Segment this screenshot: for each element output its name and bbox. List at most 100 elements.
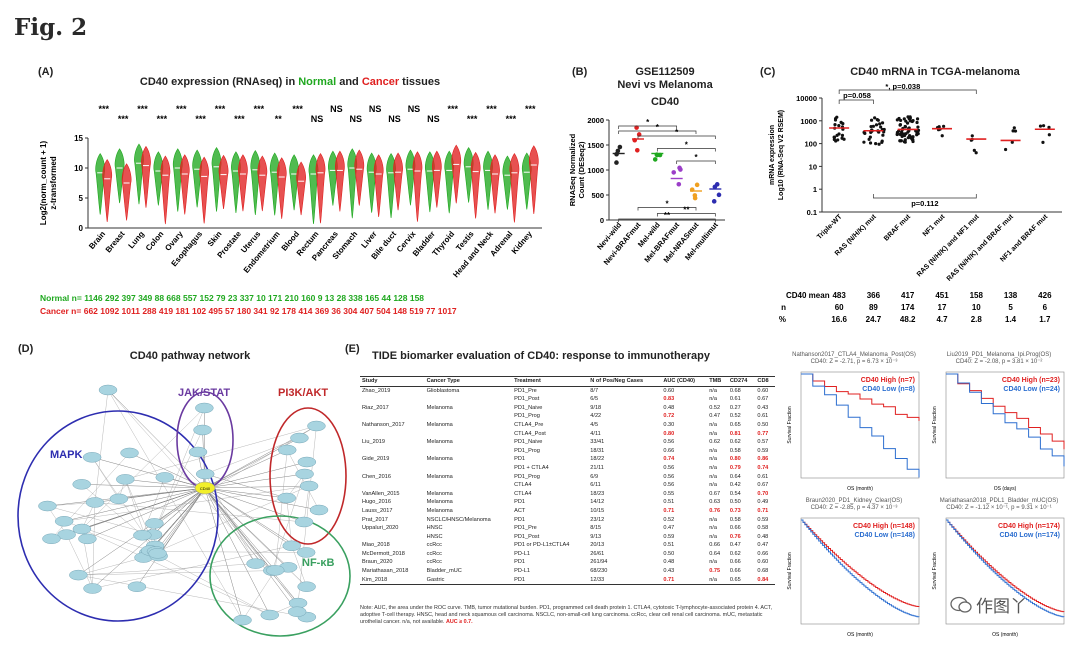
network-edge bbox=[204, 473, 305, 489]
significance-label: *** bbox=[195, 114, 206, 124]
tide-cell: Melanoma bbox=[426, 507, 453, 514]
network-node bbox=[109, 493, 129, 505]
y-tick-label-b: 1500 bbox=[587, 141, 604, 150]
tide-cell: 0.71 bbox=[757, 507, 769, 514]
tide-cell: Melanoma bbox=[426, 473, 453, 480]
network-edge bbox=[157, 487, 206, 554]
tide-cell: 0.66 bbox=[729, 559, 741, 566]
cancer-violin bbox=[373, 154, 384, 217]
network-edge bbox=[204, 487, 287, 499]
data-point-c bbox=[916, 132, 920, 136]
normal-violin bbox=[366, 152, 377, 213]
y-tick-label-c: 10 bbox=[809, 162, 817, 171]
summary-value-c: 5 bbox=[1008, 303, 1013, 312]
significance-bracket-b bbox=[618, 125, 678, 129]
network-edge bbox=[287, 449, 320, 511]
km-legend-high: CD40 High (n=148) bbox=[853, 523, 915, 530]
data-point-c bbox=[869, 124, 873, 129]
cd40-hub-label: CD40 bbox=[200, 486, 211, 491]
data-point-c bbox=[1041, 140, 1045, 145]
tide-row: CTLA4 6/11 0.56 n/a 0.42 0.67 bbox=[360, 481, 775, 490]
tide-cell: Hugo_2016 bbox=[362, 499, 391, 506]
tide-cell: 0.67 bbox=[757, 482, 769, 489]
network-node bbox=[309, 504, 329, 516]
network-node bbox=[83, 583, 102, 594]
significance-label: *** bbox=[118, 114, 129, 124]
tide-row: Hugo_2016 Melanoma PD1 14/12 0.51 0.63 0.50 0.4… bbox=[360, 498, 775, 507]
wechat-icon bbox=[950, 596, 972, 613]
data-point-c bbox=[1041, 124, 1046, 128]
tide-cell: PD1 bbox=[514, 559, 525, 566]
y-tick-label-a: 15 bbox=[74, 134, 83, 143]
tide-cell: 0.47 bbox=[709, 413, 721, 420]
tide-cell: Bladder_mUC bbox=[426, 568, 462, 575]
tide-cell: 26/61 bbox=[590, 550, 605, 557]
tide-cell: 0.81 bbox=[729, 430, 741, 437]
tide-cell: PD1 bbox=[512, 575, 589, 586]
network-edge bbox=[204, 487, 289, 568]
group-label-c: RAS (N/H/K) and BRAF mut bbox=[946, 213, 1016, 283]
tide-cell: PD1 bbox=[514, 516, 525, 523]
data-point-b bbox=[694, 182, 700, 188]
tide-cell: 0.59 bbox=[757, 447, 769, 454]
tide-cell bbox=[360, 481, 425, 490]
km-curve-low bbox=[801, 519, 920, 618]
data-point-c bbox=[898, 139, 902, 143]
network-edge bbox=[158, 555, 270, 616]
data-point-b bbox=[677, 165, 682, 171]
network-node bbox=[299, 480, 319, 492]
tide-cell: 18/22 bbox=[590, 456, 605, 463]
summary-value-c: 417 bbox=[901, 291, 915, 300]
network-node bbox=[54, 516, 74, 527]
km-frame bbox=[945, 371, 1065, 479]
group-label-c: RAS (N/H/K) and NF1 mut bbox=[916, 213, 981, 278]
km-legend-low: CD40 Low (n=8) bbox=[862, 386, 915, 393]
km-curve-low bbox=[946, 373, 1065, 467]
cancer-violin bbox=[451, 144, 462, 204]
significance-label-b: ** bbox=[664, 211, 671, 220]
data-point-c bbox=[900, 134, 904, 138]
tide-cell: 0.64 bbox=[709, 550, 721, 557]
panel-d-network: MAPK JAK/STAT PI3K/AKT NF-κB CD40 bbox=[17, 384, 351, 637]
significance-label: *** bbox=[176, 104, 187, 114]
tide-cell: CTLA4_Pre bbox=[514, 421, 544, 428]
km-plot: Braun2020_PD1_Kidney_Clear(OS) CD40: Z = … bbox=[785, 498, 923, 643]
panel-e-label: (E) bbox=[345, 343, 360, 355]
significance-label: NS bbox=[311, 114, 324, 124]
tide-cell: 0.49 bbox=[757, 499, 769, 506]
significance-label: *** bbox=[254, 104, 265, 114]
tide-cell: ccRcc bbox=[426, 559, 442, 566]
network-edge bbox=[204, 461, 307, 489]
network-edge bbox=[107, 389, 243, 621]
tide-cell bbox=[360, 533, 425, 542]
network-edge bbox=[204, 487, 243, 621]
cancer-violin bbox=[141, 145, 151, 208]
cancer-violin bbox=[431, 150, 442, 208]
data-point-b bbox=[614, 160, 619, 165]
summary-value-c: 483 bbox=[832, 291, 846, 300]
data-point-c bbox=[877, 142, 881, 146]
tide-cell: Uppaluri_2020 bbox=[362, 525, 399, 532]
summary-value-c: 451 bbox=[935, 291, 949, 300]
significance-label-b: * bbox=[665, 200, 669, 209]
tide-cell: n/a bbox=[709, 482, 717, 489]
y-axis-label-a: Log2(norm_count + 1)z-transformed bbox=[39, 141, 58, 226]
network-edge bbox=[154, 425, 317, 524]
y-tick-label-a: 5 bbox=[79, 194, 84, 203]
data-point-c bbox=[1013, 129, 1018, 133]
cancer-violin bbox=[218, 154, 229, 210]
cancer-counts-label: Cancer n= bbox=[40, 306, 82, 316]
tide-cell: 0.76 bbox=[729, 533, 741, 540]
tide-cell: Gastric bbox=[424, 575, 513, 586]
network-node bbox=[277, 492, 296, 504]
cancer-violin bbox=[470, 151, 481, 219]
tide-cell: PD1_Post bbox=[514, 396, 540, 403]
data-point-b bbox=[711, 199, 717, 204]
network-edge bbox=[205, 473, 287, 499]
tide-cell: Nathanson_2017 bbox=[362, 421, 405, 428]
tide-cell: 12/33 bbox=[588, 575, 662, 586]
y-tick-label-c: 100 bbox=[804, 140, 817, 149]
network-node bbox=[277, 444, 297, 456]
normal-counts: 1146 292 397 349 88 668 557 152 79 23 33… bbox=[84, 293, 425, 303]
network-node bbox=[295, 468, 314, 480]
